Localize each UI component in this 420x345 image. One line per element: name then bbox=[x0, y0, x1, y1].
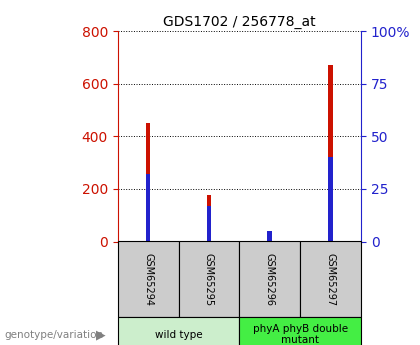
Text: phyA phyB double
mutant: phyA phyB double mutant bbox=[253, 324, 348, 345]
Text: ▶: ▶ bbox=[96, 328, 105, 341]
Bar bbox=[328, 65, 333, 241]
Bar bbox=[207, 206, 211, 242]
Text: genotype/variation: genotype/variation bbox=[4, 330, 103, 339]
Text: GSM65297: GSM65297 bbox=[326, 253, 336, 306]
Bar bbox=[146, 174, 150, 241]
Bar bbox=[268, 234, 272, 242]
Title: GDS1702 / 256778_at: GDS1702 / 256778_at bbox=[163, 14, 316, 29]
Bar bbox=[146, 123, 150, 242]
Bar bbox=[207, 196, 211, 242]
Text: wild type: wild type bbox=[155, 330, 202, 339]
Text: GSM65296: GSM65296 bbox=[265, 253, 275, 306]
Text: GSM65295: GSM65295 bbox=[204, 253, 214, 306]
Text: GSM65294: GSM65294 bbox=[143, 253, 153, 306]
Bar bbox=[328, 157, 333, 241]
Bar bbox=[268, 231, 272, 241]
